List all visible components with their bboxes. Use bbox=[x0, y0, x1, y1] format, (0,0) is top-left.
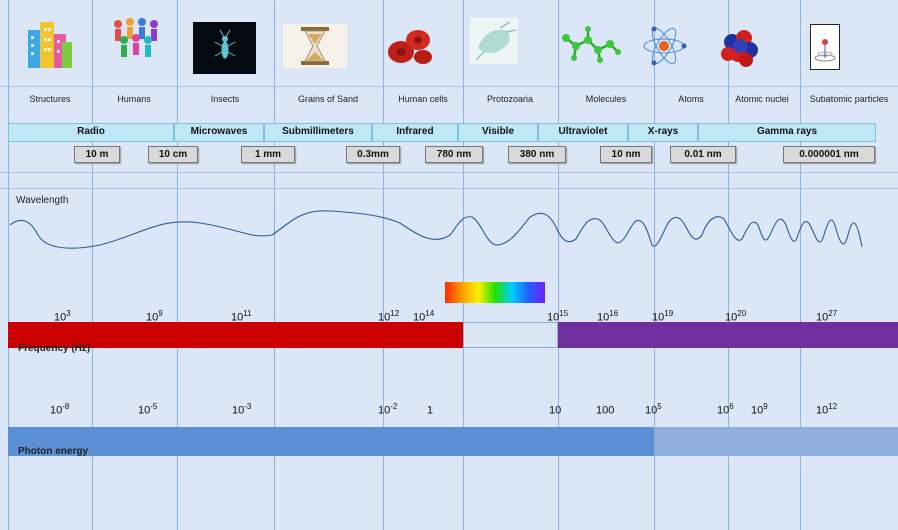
wavelength-marker-10m: 10 m bbox=[74, 146, 120, 163]
wavelength-marker-1mm: 1 mm bbox=[241, 146, 295, 163]
photon-energy-label: Photon energy bbox=[18, 446, 89, 457]
subatomic-particle-icon bbox=[810, 24, 840, 70]
frequency-tick-14: 1014 bbox=[413, 309, 435, 324]
object-label-protozoaria: Protozoaria bbox=[486, 94, 534, 104]
frequency-tick-12: 1012 bbox=[378, 309, 400, 324]
frequency-bar-visible bbox=[463, 322, 558, 348]
object-label-atoms: Atoms bbox=[678, 94, 704, 104]
band-ultraviolet: Ultraviolet bbox=[538, 123, 628, 142]
frequency-tick-16: 1016 bbox=[597, 309, 619, 324]
wavelength-marker-0-3mm: 0.3mm bbox=[346, 146, 400, 163]
photon-energy-tick-6: 100 bbox=[596, 404, 615, 417]
photon-energy-bar-high bbox=[654, 427, 898, 456]
frequency-tick-9: 109 bbox=[146, 309, 163, 324]
wavelength-marker-0-000001nm: 0.000001 nm bbox=[783, 146, 875, 163]
buildings-icon bbox=[28, 22, 72, 68]
wavelength-label: Wavelength bbox=[16, 195, 69, 206]
frequency-tick-11: 1011 bbox=[231, 309, 252, 324]
frequency-bar-radio bbox=[8, 322, 463, 348]
frequency-tick-15: 1015 bbox=[547, 309, 569, 324]
insect-icon bbox=[193, 22, 256, 74]
wavelength-marker-0-01nm: 0.01 nm bbox=[670, 146, 736, 163]
object-label-human-cells: Human cells bbox=[398, 94, 448, 104]
wavelength-marker-10nm: 10 nm bbox=[600, 146, 652, 163]
wavelength-marker-780nm: 780 nm bbox=[425, 146, 483, 163]
object-label-humans: Humans bbox=[117, 94, 151, 104]
object-label-subatomic-particles: Subatomic particles bbox=[809, 94, 889, 104]
photon-energy-tick-10: 1012 bbox=[816, 402, 838, 417]
photon-energy-tick-0: 10-8 bbox=[50, 402, 70, 417]
photon-energy-tick-7: 105 bbox=[645, 402, 662, 417]
protozoa-icon bbox=[470, 18, 518, 64]
object-label-insects: Insects bbox=[210, 94, 240, 104]
band-infrared: Infrared bbox=[372, 123, 458, 142]
photon-energy-tick-3: 10-2 bbox=[378, 402, 398, 417]
object-label-molecules: Molecules bbox=[585, 94, 627, 104]
nucleus-icon bbox=[721, 30, 758, 67]
wavelength-marker-380nm: 380 nm bbox=[508, 146, 566, 163]
photon-energy-tick-2: 10-3 bbox=[232, 402, 252, 417]
atom-icon bbox=[643, 26, 687, 66]
band-gamma-rays: Gamma rays bbox=[698, 123, 876, 142]
photon-energy-tick-1: 10-5 bbox=[138, 402, 158, 417]
band-visible: Visible bbox=[458, 123, 538, 142]
object-label-structures: Structures bbox=[29, 94, 71, 104]
frequency-tick-19: 1019 bbox=[652, 309, 674, 324]
photon-energy-bar-low bbox=[8, 427, 654, 456]
frequency-tick-20: 1020 bbox=[725, 309, 747, 324]
red-blood-cells-icon bbox=[388, 30, 432, 64]
frequency-label: Frequency (Hz) bbox=[18, 343, 91, 354]
band-x-rays: X-rays bbox=[628, 123, 698, 142]
people-icon bbox=[114, 18, 158, 57]
photon-energy-tick-4: 1 bbox=[427, 404, 434, 417]
band-microwaves: Microwaves bbox=[174, 123, 264, 142]
wavelength-marker-10cm: 10 cm bbox=[148, 146, 198, 163]
frequency-bar-high bbox=[558, 322, 898, 348]
band-submillimeters: Submillimeters bbox=[264, 123, 372, 142]
frequency-tick-3: 103 bbox=[54, 309, 71, 324]
molecule-icon bbox=[562, 26, 621, 63]
band-radio: Radio bbox=[8, 123, 174, 142]
object-label-grains-of-sand: Grains of Sand bbox=[297, 94, 359, 104]
photon-energy-tick-9: 109 bbox=[751, 402, 768, 417]
frequency-tick-27: 1027 bbox=[816, 309, 838, 324]
object-label-atomic-nuclei: Atomic nuclei bbox=[735, 94, 789, 104]
photon-energy-tick-5: 10 bbox=[549, 404, 562, 417]
wavelength-wave bbox=[9, 210, 863, 249]
photon-energy-tick-8: 106 bbox=[717, 402, 734, 417]
hourglass-icon bbox=[283, 24, 347, 68]
visible-spectrum-gradient bbox=[445, 282, 545, 303]
